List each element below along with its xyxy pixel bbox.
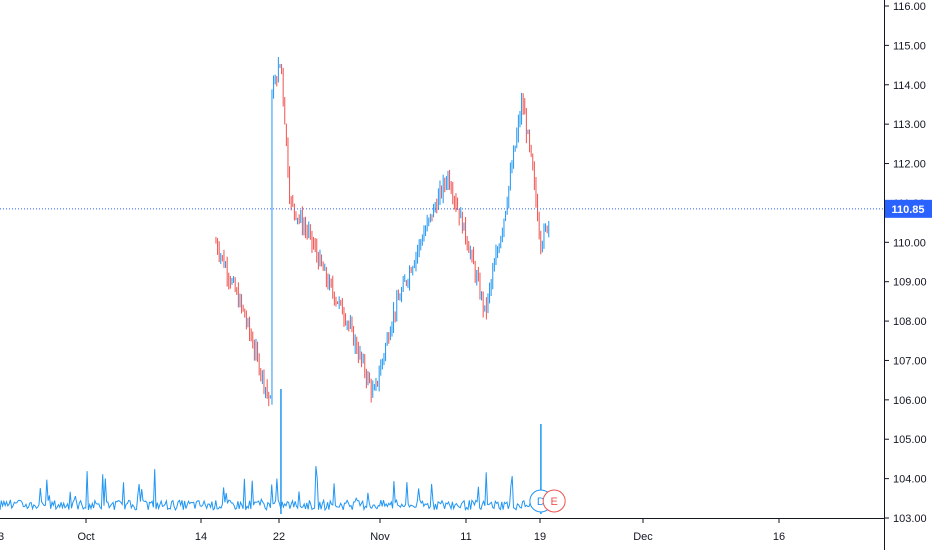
time-tick-3: 22 (273, 531, 285, 543)
volume-line (0, 466, 551, 512)
time-tick-2: 14 (195, 531, 207, 543)
event-marker-label-e: E (550, 496, 557, 508)
time-tick-0: 23 (0, 531, 4, 543)
event-marker-label-d: D (537, 496, 545, 508)
price-tick-1: 115.00 (893, 40, 926, 52)
price-tick-9: 107.00 (893, 355, 927, 367)
price-tick-2: 114.00 (893, 80, 926, 92)
price-tick-6: 110.00 (893, 237, 926, 249)
price-tick-8: 108.00 (893, 316, 927, 328)
time-tick-8: 16 (773, 531, 785, 543)
last-price-badge-bg (885, 199, 932, 218)
time-axis[interactable]: 23 Oct 14 22 Nov 11 19 Dec 16 (0, 518, 785, 543)
price-axis[interactable]: 116.00115.00114.00113.00112.00111.00110.… (884, 1, 927, 525)
candle-series (215, 57, 550, 407)
time-tick-1: Oct (77, 531, 94, 543)
event-marker-e[interactable] (542, 489, 566, 513)
price-tick-10: 106.00 (893, 395, 927, 407)
price-tick-7: 109.00 (893, 277, 927, 289)
time-tick-6: 19 (534, 531, 546, 543)
price-tick-0: 116.00 (893, 1, 926, 13)
time-tick-5: 11 (460, 531, 471, 543)
last-price-label: 110.85 (891, 204, 924, 216)
price-tick-11: 105.00 (893, 434, 927, 446)
price-tick-4: 112.00 (893, 159, 926, 171)
price-tick-3: 113.00 (893, 119, 926, 131)
price-tick-13: 103.00 (893, 513, 927, 525)
price-tick-12: 104.00 (893, 474, 927, 486)
last-price-badge: 110.85 (885, 199, 932, 218)
volume-series (0, 389, 551, 514)
time-tick-4: Nov (370, 531, 390, 543)
time-tick-7: Dec (633, 531, 653, 543)
